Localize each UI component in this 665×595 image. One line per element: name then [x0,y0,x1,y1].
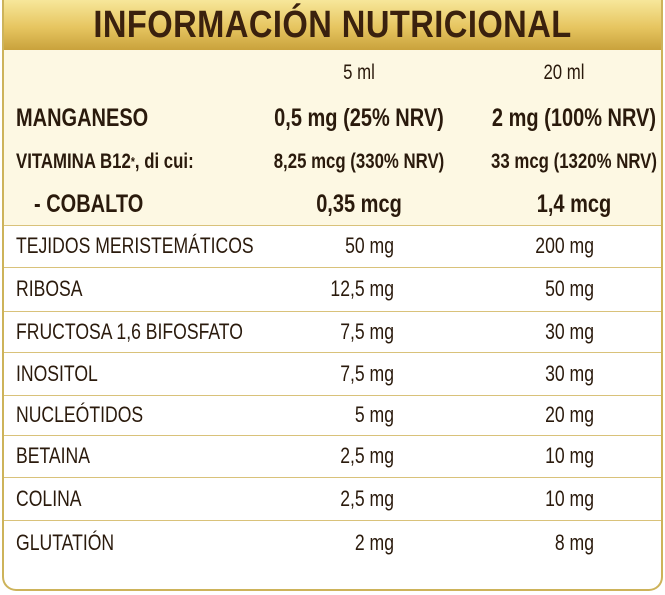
label-text: GLUTATIÓN [16,530,115,555]
table-row: RIBOSA 12,5 mg 50 mg [4,267,661,312]
table-row: GLUTATIÓN 2 mg 8 mg [4,520,661,566]
table-row: MANGANESO 0,5 mg (25% NRV) 2 mg (100% NRV) [4,96,661,141]
cell-value: 30 mg [545,318,594,344]
table-row: NUCLEÓTIDOS 5 mg 20 mg [4,395,661,436]
row-label: INOSITOL [16,352,98,395]
table-row: INOSITOL 7,5 mg 30 mg [4,352,661,396]
label-text: COLINA [16,485,82,511]
table-row: FRUCTOSA 1,6 BIFOSFATO 7,5 mg 30 mg [4,311,661,353]
column-header: 5 ml [343,61,375,84]
row-label: VITAMINA B12 *, di cui: [16,140,194,183]
label-superscript: * [130,154,135,169]
cell-value: 0,5 mg (25% NRV) [274,103,444,132]
cell-value: 2 mg [354,530,394,555]
table-row: TEJIDOS MERISTEMÁTICOS 50 mg 200 mg [4,225,661,268]
row-label: BETAINA [16,435,90,477]
cell-value: 50 mg [345,233,394,258]
cell-value: 2 mg (100% NRV) [491,103,657,132]
cell-value: 20 mg [545,402,594,427]
table-row: BETAINA 2,5 mg 10 mg [4,435,661,478]
row-label: GLUTATIÓN [16,520,114,566]
row-label: COLINA [16,477,82,520]
cell-value: 8 mg [554,530,594,555]
cell-value: 8,25 mcg (330% NRV) [273,149,445,173]
cell-value: 30 mg [545,360,594,386]
row-label: NUCLEÓTIDOS [16,395,143,435]
label-text: MANGANESO [16,103,149,132]
label-text: FRUCTOSA 1,6 BIFOSFATO [16,318,243,344]
cell-value: 33 mcg (1320% NRV) [491,149,657,173]
table-row: VITAMINA B12 *, di cui: 8,25 mcg (330% NRV… [4,140,661,184]
cell-value: 7,5 mg [340,318,394,344]
title: INFORMACIÓN NUTRICIONAL [93,4,572,46]
row-label: FRUCTOSA 1,6 BIFOSFATO [16,311,243,352]
label-suffix: , di cui: [134,149,194,173]
cell-value: 7,5 mg [340,360,394,386]
label-text: - COBALTO [34,189,144,218]
label-text: BETAINA [16,443,91,468]
cell-value: 0,35 mcg [316,189,402,218]
column-header: 20 ml [543,61,585,84]
cell-value: 1,4 mcg [536,189,612,218]
cell-value: 5 mg [354,402,394,427]
title-band [4,0,661,50]
cell-value: 200 mg [535,233,594,258]
row-label: TEJIDOS MERISTEMÁTICOS [16,225,254,267]
table-row: - COBALTO 0,35 mcg 1,4 mcg [4,183,661,226]
label-text: NUCLEÓTIDOS [16,402,144,427]
label-text: TEJIDOS MERISTEMÁTICOS [16,233,254,258]
label-text: INOSITOL [16,360,98,386]
header-row: 5 ml 20 ml [4,50,661,97]
row-label: - COBALTO [34,183,143,225]
row-label: RIBOSA [16,267,83,311]
cell-value: 50 mg [545,276,594,301]
cell-value: 2,5 mg [340,443,394,468]
cell-value: 2,5 mg [340,485,394,511]
cell-value: 10 mg [545,485,594,511]
label-text: RIBOSA [16,276,83,301]
label-text: VITAMINA B12 [16,149,131,173]
cell-value: 10 mg [545,443,594,468]
cell-value: 12,5 mg [330,276,394,301]
table-row: COLINA 2,5 mg 10 mg [4,477,661,521]
row-label: MANGANESO [16,96,148,140]
